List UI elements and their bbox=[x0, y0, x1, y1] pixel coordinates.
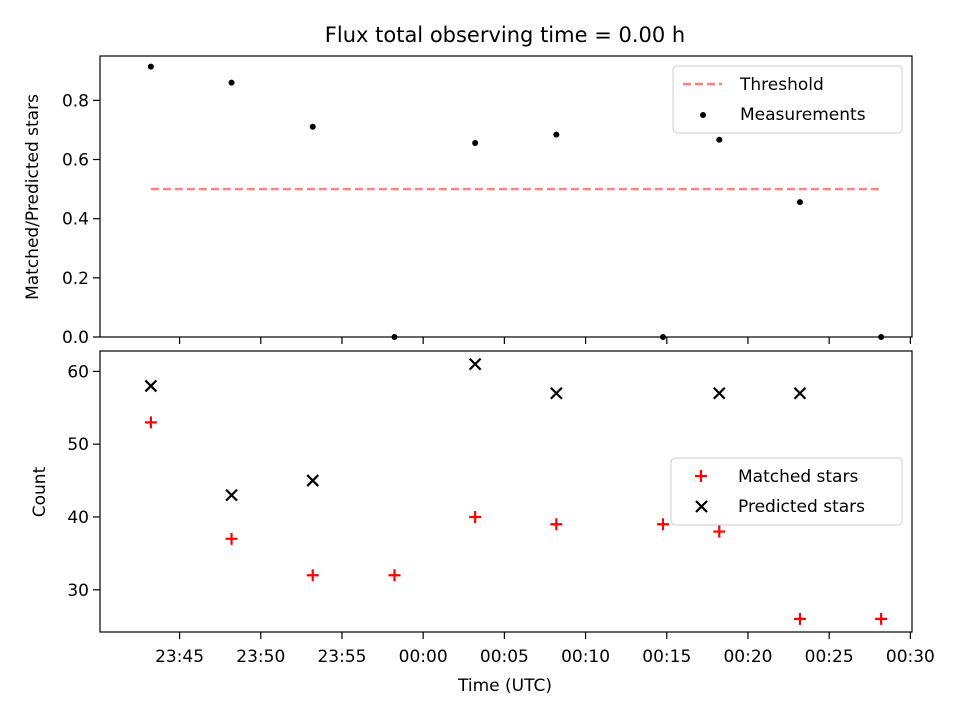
matched-star-point bbox=[656, 518, 669, 531]
bottom-legend: Matched stars Predicted stars bbox=[670, 457, 903, 526]
predicted-star-point bbox=[144, 379, 158, 393]
x-tick-label: 00:25 bbox=[805, 647, 854, 667]
x-tick-label: 00:10 bbox=[561, 647, 610, 667]
y-tick-label: 50 bbox=[67, 435, 89, 455]
top-legend-box bbox=[672, 65, 903, 134]
measurement-point bbox=[553, 131, 560, 138]
legend-matched-swatch bbox=[695, 470, 707, 482]
top-panel: 0.00.20.40.60.8 Matched/Predicted stars … bbox=[23, 55, 913, 348]
x-tick-label: 00:00 bbox=[399, 647, 448, 667]
bottom-panel: 30 40 50 60 23:45 23:50 23:55 00:00 00:05 00:10 0… bbox=[30, 350, 935, 696]
matched-star-point bbox=[306, 569, 319, 582]
top-y-axis-label: Matched/Predicted stars bbox=[23, 94, 43, 300]
measurement-point bbox=[716, 136, 723, 143]
predicted-star-point bbox=[468, 357, 482, 371]
legend-predicted-swatch bbox=[695, 500, 708, 513]
legend-measurements-label: Measurements bbox=[740, 105, 866, 125]
y-tick-label: 30 bbox=[67, 581, 89, 601]
bottom-legend-box bbox=[670, 457, 903, 526]
x-axis-label: Time (UTC) bbox=[457, 676, 552, 696]
matched-star-point bbox=[713, 525, 726, 538]
x-tick-label: 00:05 bbox=[480, 647, 529, 667]
top-axes-frame bbox=[99, 55, 913, 338]
matched-star-point bbox=[388, 569, 401, 582]
measurement-point bbox=[228, 79, 235, 86]
measurement-point bbox=[472, 139, 479, 146]
matched-star-point bbox=[144, 416, 157, 429]
y-tick-label: 0.4 bbox=[62, 210, 89, 230]
legend-matched-label: Matched stars bbox=[738, 467, 858, 487]
y-tick-label: 60 bbox=[67, 362, 89, 382]
predicted-star-point bbox=[550, 386, 563, 400]
y-tick-label: 0.8 bbox=[62, 91, 89, 111]
top-legend: Threshold Measurements bbox=[672, 65, 903, 134]
chart-title: Flux total observing time = 0.00 h bbox=[325, 23, 685, 47]
y-tick-label: 0.6 bbox=[62, 151, 89, 171]
matched-star-point bbox=[793, 612, 806, 625]
y-tick-label: 0.0 bbox=[62, 328, 89, 348]
predicted-star-point bbox=[793, 386, 807, 400]
legend-predicted-label: Predicted stars bbox=[738, 497, 865, 517]
legend-threshold-label: Threshold bbox=[739, 75, 824, 95]
x-tick-label: 23:45 bbox=[155, 647, 204, 667]
measurement-point bbox=[147, 63, 154, 70]
legend-measurements-swatch bbox=[700, 112, 706, 118]
matched-star-point bbox=[550, 518, 563, 531]
y-tick-label: 40 bbox=[67, 508, 89, 528]
x-tick-label: 23:55 bbox=[317, 647, 366, 667]
matched-star-point bbox=[225, 532, 238, 545]
bottom-axes-frame bbox=[99, 350, 913, 633]
bottom-y-axis-label: Count bbox=[30, 466, 50, 517]
predicted-star-point bbox=[713, 386, 726, 400]
x-tick-label: 00:20 bbox=[723, 647, 772, 667]
x-tick-label: 23:50 bbox=[236, 647, 285, 667]
measurement-point bbox=[309, 123, 316, 130]
x-tick-label: 00:15 bbox=[642, 647, 691, 667]
matched-star-point bbox=[875, 612, 888, 625]
matched-star-point bbox=[469, 510, 482, 523]
x-tick-label: 00:30 bbox=[886, 647, 935, 667]
measurement-point bbox=[796, 199, 803, 206]
predicted-star-point bbox=[225, 488, 238, 502]
y-tick-label: 0.2 bbox=[62, 269, 89, 289]
predicted-star-point bbox=[306, 474, 320, 487]
